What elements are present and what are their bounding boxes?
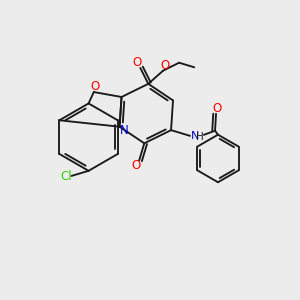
Text: O: O: [212, 102, 222, 116]
Text: H: H: [196, 132, 204, 142]
Text: O: O: [133, 56, 142, 69]
Text: O: O: [160, 59, 170, 72]
Text: N: N: [191, 131, 199, 141]
Text: O: O: [132, 159, 141, 172]
Text: O: O: [90, 80, 99, 93]
Text: N: N: [120, 124, 129, 137]
Text: Cl: Cl: [61, 170, 72, 183]
